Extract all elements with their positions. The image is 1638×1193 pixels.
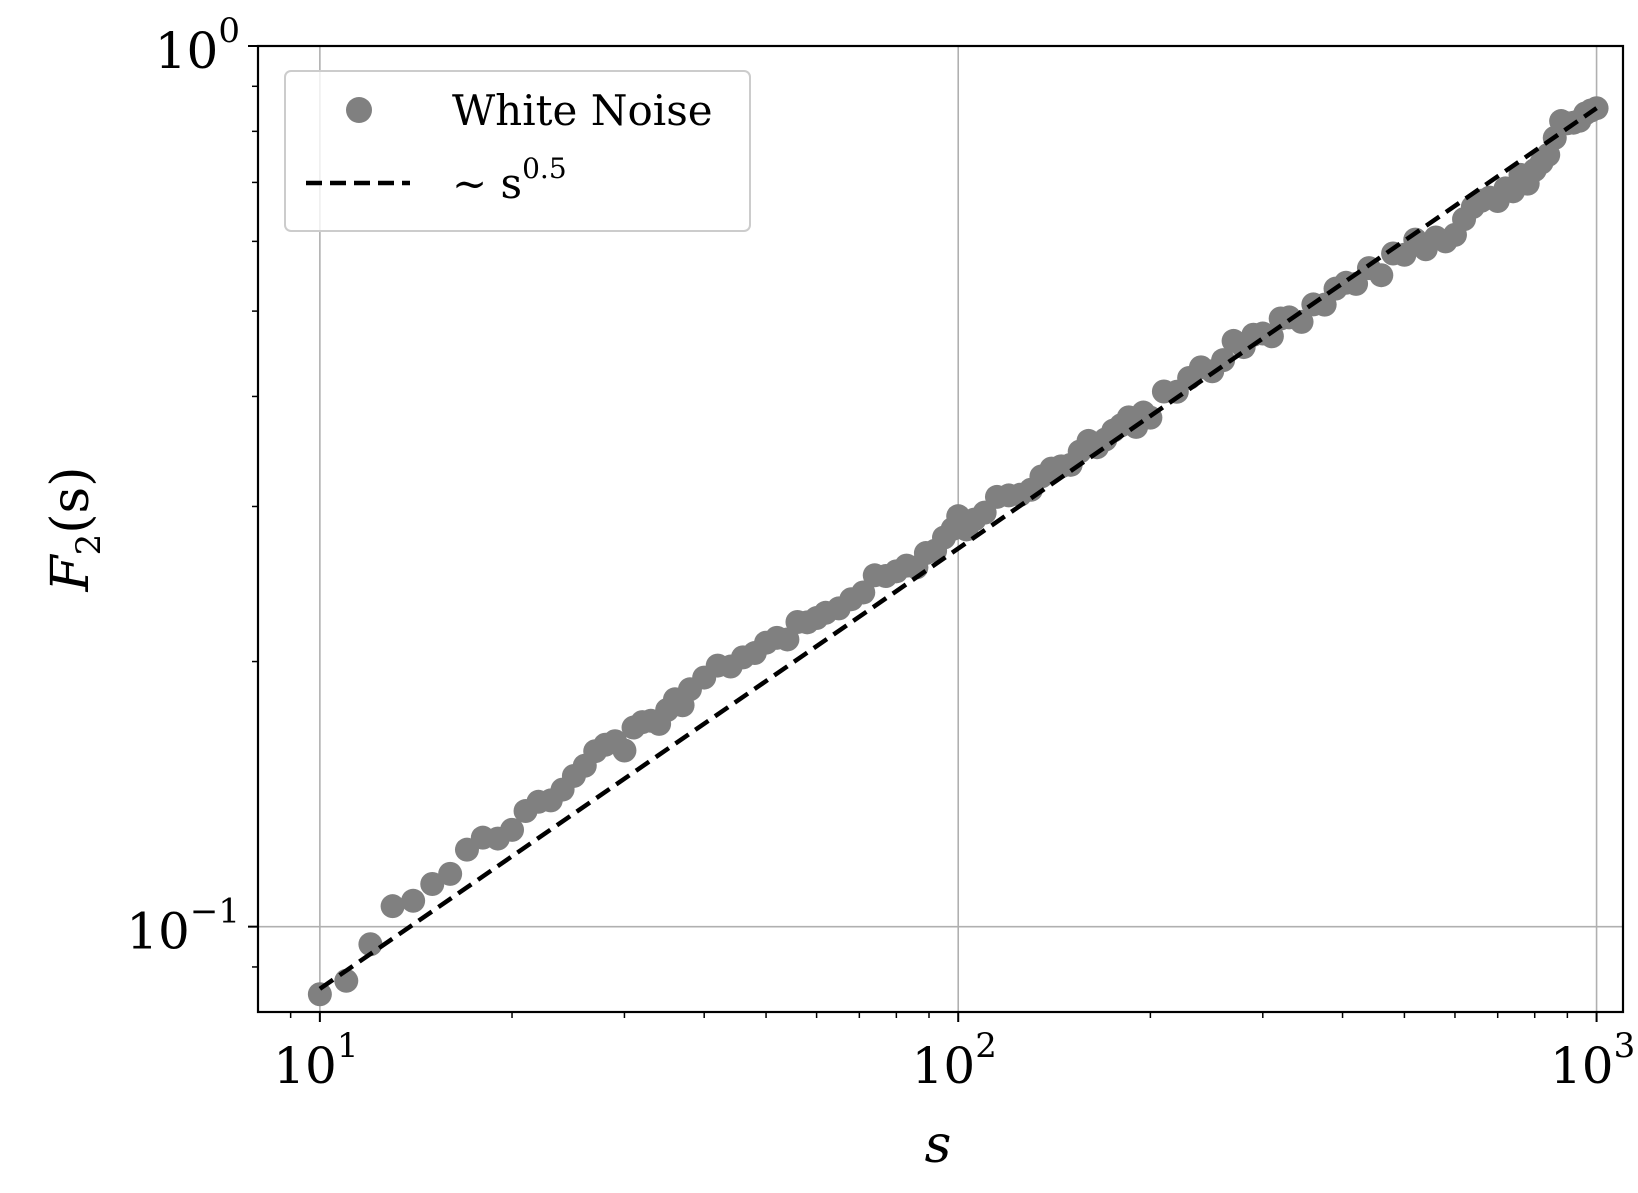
tick-labels: 101 102 103 10−1 100 <box>126 11 1635 1095</box>
legend: White Noise ∼ s0.5 <box>284 70 751 232</box>
x-tick-label: 101 <box>273 1026 358 1095</box>
legend-label-fit-line-base: ∼ s <box>452 159 522 208</box>
data-point <box>775 627 800 652</box>
data-point <box>438 861 463 886</box>
plot-frame <box>256 44 1625 1014</box>
x-tick-label: 102 <box>912 1026 997 1095</box>
y-axis-label-rest: (s) <box>41 467 101 534</box>
y-axis-label-main: F <box>41 554 101 593</box>
fit-line <box>318 106 1598 991</box>
data-point <box>851 580 876 605</box>
y-tick-label: 10−1 <box>126 892 240 961</box>
legend-label-white-noise: White Noise <box>452 86 713 135</box>
svg-text:F2(s): F2(s) <box>41 467 109 593</box>
y-axis-label: F2(s) <box>41 467 109 593</box>
data-point <box>612 738 637 763</box>
legend-label-fit-line: ∼ s0.5 <box>452 152 567 208</box>
data-point <box>420 871 445 896</box>
x-tick-label: 103 <box>1550 1026 1635 1095</box>
axis-ticks <box>248 45 1598 1022</box>
legend-box <box>284 70 751 232</box>
legend-marker-white-noise <box>346 97 372 123</box>
legend-label-fit-line-exp: 0.5 <box>522 152 567 185</box>
data-point <box>380 894 405 919</box>
series-fit-line <box>318 106 1598 991</box>
data-point <box>401 888 426 913</box>
data-point <box>1369 263 1394 288</box>
data-point <box>358 932 383 957</box>
data-point <box>1211 348 1236 373</box>
data-point <box>500 817 525 842</box>
y-axis-label-sub: 2 <box>69 534 109 556</box>
y-tick-label: 100 <box>155 11 240 80</box>
x-axis-label: s <box>925 1115 952 1175</box>
data-point <box>307 982 332 1007</box>
